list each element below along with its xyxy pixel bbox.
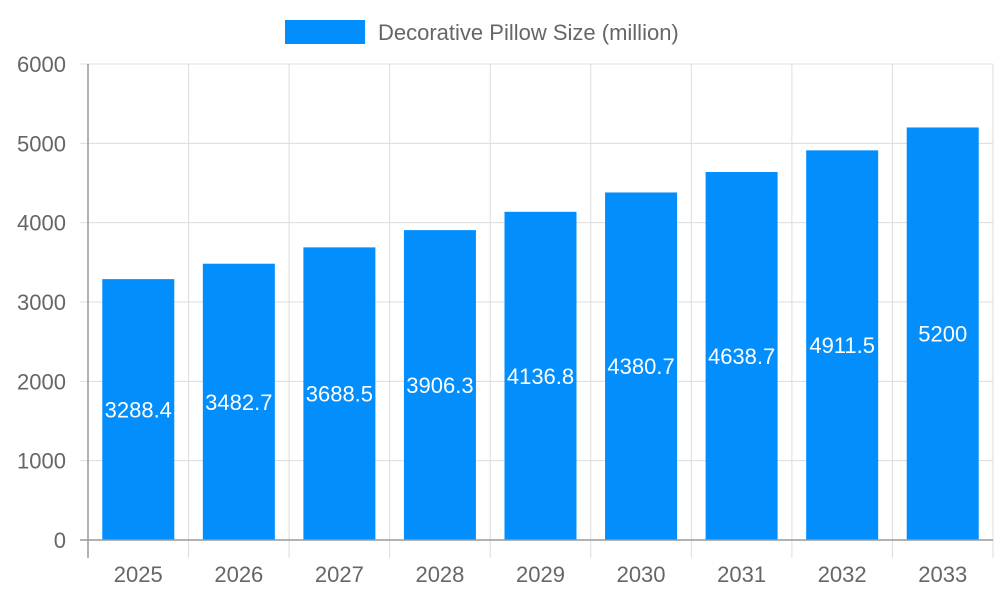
legend[interactable]: Decorative Pillow Size (million)	[285, 20, 679, 45]
x-tick-label: 2027	[315, 562, 364, 587]
bar-2025[interactable]	[102, 279, 175, 540]
x-tick-label: 2029	[516, 562, 565, 587]
y-tick-label: 1000	[17, 449, 66, 474]
bar-2028[interactable]	[403, 230, 476, 540]
data-label: 3288.4	[105, 398, 172, 423]
x-tick-label: 2030	[617, 562, 666, 587]
bar-2029[interactable]	[504, 211, 577, 540]
y-tick-label: 4000	[17, 211, 66, 236]
bars: 3288.4 3482.7 3688.5 3906.3 4136.8 4380.7 4638…	[102, 127, 979, 540]
data-label: 4380.7	[607, 354, 674, 379]
x-tick-label: 2026	[214, 562, 263, 587]
data-label: 4136.8	[507, 364, 574, 389]
data-label: 4638.7	[708, 344, 775, 369]
data-label: 5200	[918, 322, 967, 347]
legend-label: Decorative Pillow Size (million)	[378, 20, 679, 45]
data-label: 3688.5	[306, 382, 373, 407]
x-tick-label: 2031	[717, 562, 766, 587]
bar-2026[interactable]	[202, 263, 275, 540]
axes: 0 1000 2000 3000 4000 5000 6000 2025 2026 2027 202…	[17, 52, 993, 587]
bar-2032[interactable]	[806, 150, 879, 540]
y-tick-label: 5000	[17, 131, 66, 156]
y-tick-label: 6000	[17, 52, 66, 77]
y-tick-label: 2000	[17, 369, 66, 394]
bar-2027[interactable]	[303, 247, 376, 540]
data-label: 3482.7	[205, 390, 272, 415]
bar-2033[interactable]	[906, 127, 979, 540]
bar-2030[interactable]	[605, 192, 678, 540]
y-tick-label: 0	[54, 528, 66, 553]
x-tick-label: 2032	[818, 562, 867, 587]
legend-swatch	[285, 20, 365, 44]
data-label: 4911.5	[809, 333, 875, 358]
y-tick-label: 3000	[17, 290, 66, 315]
data-label: 3906.3	[406, 373, 473, 398]
bar-2031[interactable]	[705, 171, 778, 540]
x-tick-label: 2025	[114, 562, 163, 587]
x-tick-label: 2033	[918, 562, 967, 587]
x-tick-label: 2028	[415, 562, 464, 587]
